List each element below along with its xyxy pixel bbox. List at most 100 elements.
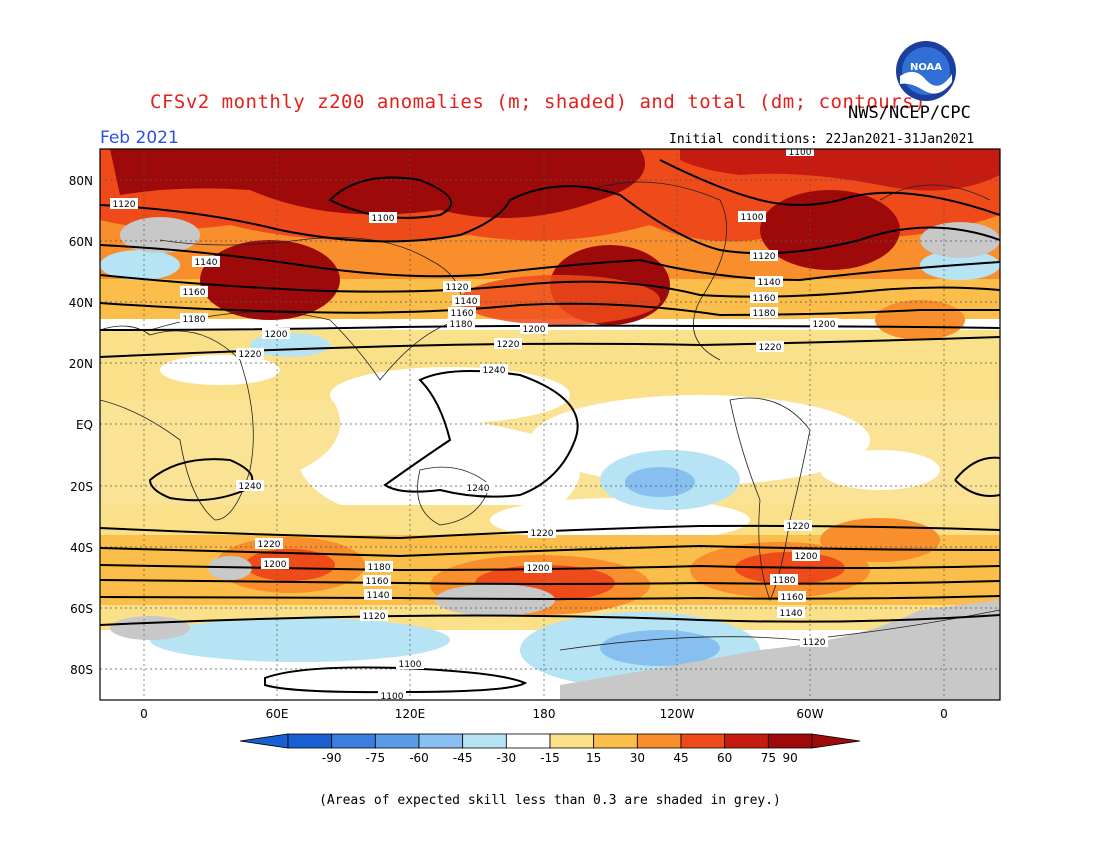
- svg-text:1220: 1220: [787, 522, 810, 532]
- contour-label: 1200: [261, 558, 289, 570]
- lat-label: 40N: [69, 296, 93, 310]
- svg-text:1100: 1100: [372, 214, 395, 224]
- lat-label: 60N: [69, 235, 93, 249]
- footnote: (Areas of expected skill less than 0.3 a…: [319, 793, 781, 808]
- lat-label: EQ: [76, 418, 93, 432]
- contour-label: 1160: [448, 307, 476, 319]
- contour-label: 1160: [778, 591, 806, 603]
- contour-label: 1120: [360, 610, 388, 622]
- contour-label: 1140: [364, 589, 392, 601]
- colorbar-segment: [680, 733, 726, 749]
- svg-text:1240: 1240: [467, 484, 490, 494]
- colorbar-segment: [593, 733, 638, 749]
- svg-text:1220: 1220: [239, 350, 262, 360]
- contour-label: 1140: [755, 276, 783, 288]
- svg-text:1180: 1180: [183, 315, 206, 325]
- contour-label: 1100: [378, 690, 406, 702]
- svg-text:1200: 1200: [527, 564, 550, 574]
- svg-text:1220: 1220: [531, 529, 554, 539]
- agency-label: NWS/NCEP/CPC: [848, 103, 971, 123]
- contour-label: 1140: [452, 295, 480, 307]
- contour-label: 1160: [180, 286, 208, 298]
- colorbar-segment: [767, 733, 813, 749]
- svg-text:1120: 1120: [753, 252, 776, 262]
- initial-conditions: Initial conditions: 22Jan2021-31Jan2021: [669, 132, 975, 147]
- lat-label: 40S: [70, 541, 93, 555]
- contour-label: 1220: [236, 348, 264, 360]
- colorbar-label: 45: [673, 751, 688, 765]
- contour-label: 1180: [180, 313, 208, 325]
- contour-label: 1160: [363, 575, 391, 587]
- svg-text:1160: 1160: [451, 309, 474, 319]
- lat-label: 80S: [70, 663, 93, 677]
- colorbar-label: -15: [540, 751, 560, 765]
- map-area: 1120 1100 1140 1160 1180 1200 1220 1120 …: [100, 148, 1000, 702]
- lon-label: 60E: [266, 707, 289, 721]
- colorbar: -90 -75 -60 -45 -30 -15 15 30 45 60 75 90: [239, 733, 861, 765]
- lon-label: 120W: [660, 707, 695, 721]
- svg-text:1100: 1100: [789, 148, 812, 158]
- contour-label: 1240: [464, 482, 492, 494]
- svg-text:1140: 1140: [455, 297, 478, 307]
- colorbar-label: -45: [453, 751, 473, 765]
- svg-text:1180: 1180: [450, 320, 473, 330]
- contour-label: 1220: [255, 538, 283, 550]
- svg-text:1120: 1120: [363, 612, 386, 622]
- contour-label: 1120: [800, 636, 828, 648]
- contour-label: 1200: [810, 318, 838, 330]
- contour-label: 1240: [236, 480, 264, 492]
- height-contours: [100, 159, 1000, 694]
- lon-label: 0: [140, 707, 148, 721]
- forecast-month: Feb 2021: [100, 128, 179, 148]
- svg-text:1200: 1200: [795, 552, 818, 562]
- colorbar-segment: [331, 733, 376, 749]
- colorbar-segment: [636, 733, 682, 749]
- svg-text:1160: 1160: [366, 577, 389, 587]
- svg-text:1220: 1220: [759, 343, 782, 353]
- svg-text:1180: 1180: [753, 309, 776, 319]
- colorbar-segment: [462, 733, 507, 749]
- latitude-labels: 80N 60N 40N 20N EQ 20S 40S 60S 80S: [69, 174, 93, 677]
- svg-text:1180: 1180: [368, 563, 391, 573]
- lon-label: 0: [940, 707, 948, 721]
- svg-text:1100: 1100: [381, 692, 404, 702]
- colorbar-label: -60: [409, 751, 429, 765]
- contour-label: 1180: [770, 574, 798, 586]
- contour-label: 1100: [396, 658, 424, 670]
- colorbar-segment: [418, 733, 464, 749]
- colorbar-label: 15: [586, 751, 601, 765]
- lon-label: 180: [533, 707, 556, 721]
- contour-label: 1180: [750, 307, 778, 319]
- contour-label: 1180: [447, 318, 475, 330]
- colorbar-label: 75: [761, 751, 776, 765]
- contour-label: 1200: [524, 562, 552, 574]
- colorbar-label: -75: [366, 751, 386, 765]
- svg-text:1220: 1220: [497, 340, 520, 350]
- svg-text:1200: 1200: [264, 560, 287, 570]
- noaa-logo: NOAA: [895, 40, 957, 102]
- contour-label: 1120: [750, 250, 778, 262]
- colorbar-label: -90: [322, 751, 342, 765]
- colorbar-segment: [505, 733, 551, 749]
- svg-text:1140: 1140: [758, 278, 781, 288]
- graticule: [100, 149, 1000, 700]
- colorbar-label: 90: [783, 751, 798, 765]
- contour-label: 1100: [369, 212, 397, 224]
- longitude-labels: 0 60E 120E 180 120W 60W 0: [140, 707, 948, 721]
- lon-label: 120E: [395, 707, 426, 721]
- svg-text:1160: 1160: [183, 288, 206, 298]
- lat-label: 20N: [69, 357, 93, 371]
- contour-label: 1220: [494, 338, 522, 350]
- svg-text:1140: 1140: [195, 258, 218, 268]
- lat-label: 80N: [69, 174, 93, 188]
- contour-label: 1120: [443, 281, 471, 293]
- contour-label: 1200: [262, 328, 290, 340]
- svg-text:1160: 1160: [781, 593, 804, 603]
- contour-label: 1200: [792, 550, 820, 562]
- colorbar-low-arrow: [239, 733, 289, 749]
- colorbar-label: 30: [630, 751, 645, 765]
- contour-labels: 1120 1100 1140 1160 1180 1200 1220 1120 …: [110, 148, 838, 702]
- map-title: CFSv2 monthly z200 anomalies (m; shaded)…: [150, 91, 927, 113]
- svg-text:1200: 1200: [265, 330, 288, 340]
